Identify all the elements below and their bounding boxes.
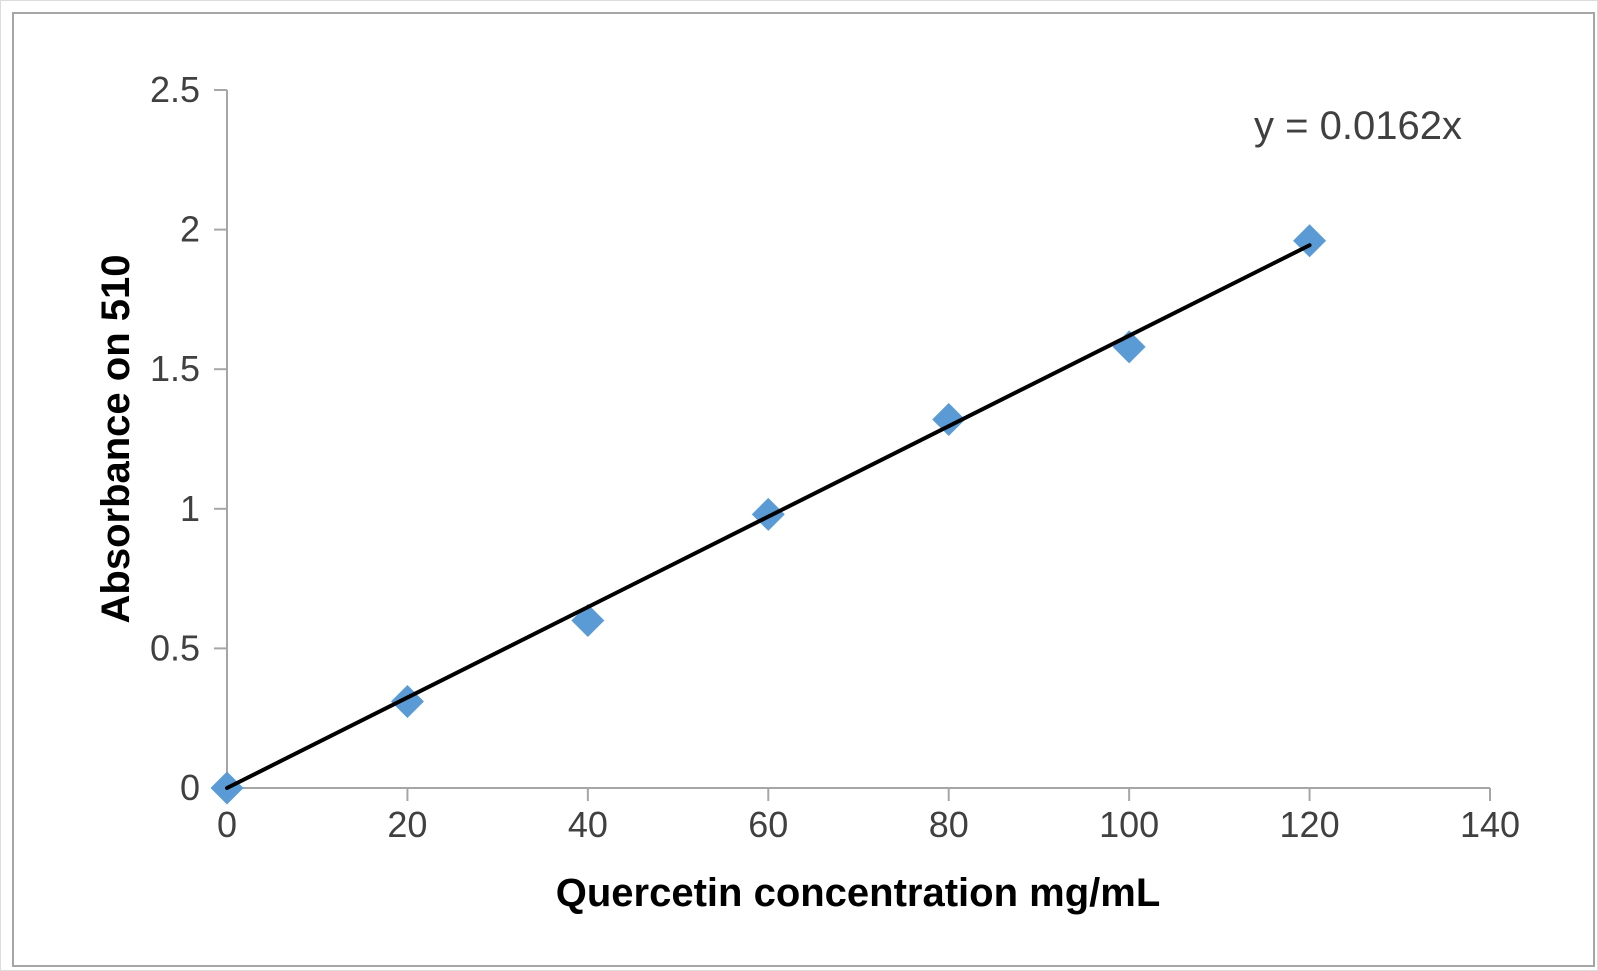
y-axis-tick-label: 2 (180, 209, 200, 250)
data-point-marker (932, 402, 966, 436)
y-axis-tick-label: 2.5 (150, 69, 200, 110)
y-axis-title: Absorbance on 510 (94, 254, 138, 623)
x-axis-ticks (226, 788, 1491, 801)
x-axis-tick-label: 20 (387, 804, 427, 845)
x-axis-tick-labels: 0 20 40 60 80 100 120 140 (217, 804, 1520, 845)
x-axis-tick-label: 100 (1099, 804, 1159, 845)
trendline-line (225, 243, 1312, 790)
x-axis-tick-label: 40 (568, 804, 608, 845)
x-axis-tick-label: 120 (1280, 804, 1340, 845)
y-axis-tick-labels: 0 0.5 1 1.5 2 2.5 (150, 69, 200, 808)
x-axis-tick-label: 60 (748, 804, 788, 845)
x-axis-tick-label: 140 (1460, 804, 1520, 845)
y-axis-tick-label: 1.5 (150, 348, 200, 389)
y-axis-tick-label: 0.5 (150, 627, 200, 668)
x-axis-tick-label: 80 (929, 804, 969, 845)
y-axis-ticks (214, 89, 227, 789)
x-axis-tick-label: 0 (217, 804, 237, 845)
y-axis-tick-label: 0 (180, 767, 200, 808)
trendline-equation: y = 0.0162x (1254, 104, 1462, 148)
y-axis-tick-label: 1 (180, 488, 200, 529)
x-axis-title: Quercetin concentration mg/mL (556, 871, 1161, 915)
trendline-group (225, 243, 1312, 790)
